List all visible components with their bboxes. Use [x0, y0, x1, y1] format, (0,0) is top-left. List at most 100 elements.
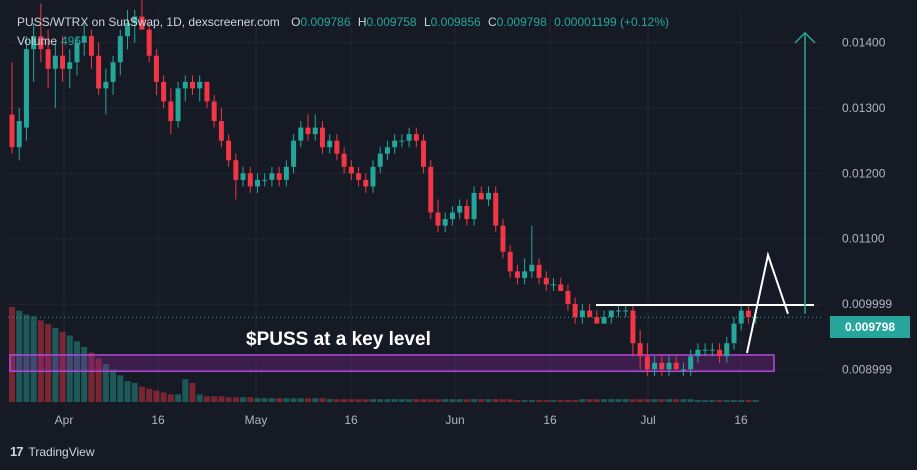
x-tick-label: Jul — [640, 413, 655, 427]
projection-path — [746, 251, 789, 354]
volume-bar — [492, 399, 499, 402]
candle-body — [594, 317, 600, 324]
candle-body — [370, 166, 376, 187]
candle-body — [153, 55, 159, 82]
candle-body — [695, 349, 701, 357]
volume-bar — [709, 400, 716, 402]
y-tick-label: 0.008999 — [842, 362, 892, 376]
open-value: 0.009786 — [300, 15, 351, 29]
candle-body — [644, 356, 650, 370]
volume-bar — [110, 369, 117, 402]
candle-body — [377, 153, 383, 167]
candle-body — [486, 192, 492, 200]
volume-bar — [442, 399, 449, 402]
volume-bar — [88, 352, 95, 402]
volume-bar — [673, 399, 680, 402]
candle-body — [522, 271, 528, 278]
volume-bar — [362, 399, 369, 402]
volume-bar — [297, 398, 304, 402]
volume-bar — [716, 400, 723, 402]
volume-bar — [413, 399, 420, 402]
candle-body — [348, 166, 354, 174]
candle-body — [384, 147, 390, 154]
volume-bar — [687, 399, 694, 402]
volume-bar — [247, 397, 254, 402]
volume-bar — [478, 399, 485, 402]
volume-bar — [30, 316, 37, 402]
candle-body — [23, 49, 29, 128]
candle-body — [60, 55, 66, 69]
x-tick-label: 16 — [151, 413, 165, 427]
volume-bar — [66, 335, 73, 402]
volume-bar — [666, 399, 673, 402]
tradingview-branding[interactable]: 17 TradingView — [10, 444, 95, 459]
candle-body — [298, 127, 304, 141]
volume-bar — [95, 358, 102, 402]
volume-value: 496 — [61, 34, 82, 48]
candle-body — [190, 81, 195, 89]
volume-bar — [268, 398, 275, 402]
candle-body — [717, 349, 723, 357]
candle-body — [659, 362, 665, 370]
volume-bar — [81, 346, 88, 402]
volume-bar — [507, 399, 514, 402]
x-tick-label: 16 — [543, 413, 557, 427]
candle-body — [74, 42, 80, 63]
candle-body — [731, 323, 737, 344]
volume-bar — [579, 399, 586, 402]
candle-body — [630, 310, 636, 344]
volume-bar — [276, 398, 283, 402]
candle-body — [218, 121, 224, 141]
volume-bar — [355, 399, 362, 402]
volume-bar — [593, 399, 600, 402]
volume-bar — [485, 399, 492, 402]
candle-body — [45, 49, 51, 69]
candle-body — [269, 173, 275, 180]
x-tick-label: May — [245, 413, 268, 427]
candle-body — [579, 310, 585, 318]
volume-bar — [225, 397, 232, 402]
volume-bar — [52, 327, 59, 402]
candle-body — [117, 36, 123, 63]
volume-bar — [745, 400, 752, 402]
volume-bar — [427, 399, 434, 402]
volume-bar — [218, 396, 225, 402]
volume-bar — [189, 383, 196, 402]
volume-bar — [694, 400, 701, 402]
candle-body — [753, 317, 759, 319]
candle-body — [514, 271, 520, 278]
candle-body — [211, 101, 217, 122]
y-tick-label: 0.01100 — [842, 232, 885, 246]
brand-name: TradingView — [28, 444, 95, 459]
y-tick-label: 0.009999 — [842, 297, 892, 311]
volume-bar — [572, 400, 579, 402]
volume-bar — [752, 400, 759, 402]
volume-bar — [601, 399, 608, 402]
candle-body — [529, 264, 535, 272]
volume-bar — [131, 383, 138, 402]
candle-body — [67, 62, 73, 69]
close-value: 0.009798 — [496, 15, 547, 29]
target-arrow-head — [794, 31, 816, 44]
candle-body — [254, 179, 260, 187]
candle-body — [132, 16, 138, 24]
volume-bar — [196, 394, 203, 402]
y-tick-label: 0.01400 — [842, 36, 886, 50]
candle-body — [536, 264, 542, 278]
candle-body — [204, 81, 210, 102]
candle-body — [500, 225, 506, 252]
candle-body — [262, 179, 268, 181]
candle-body — [392, 140, 398, 148]
candle-body — [291, 140, 297, 167]
candle-body — [305, 127, 311, 135]
candle-body — [558, 284, 564, 291]
volume-bar — [254, 398, 261, 402]
volume-bar — [333, 399, 340, 402]
volume-bar — [434, 399, 441, 402]
volume-bar — [175, 394, 182, 402]
volume-bar — [261, 398, 268, 402]
candle-body — [680, 369, 686, 371]
volume-bar — [37, 320, 44, 402]
candle-body — [471, 192, 477, 220]
